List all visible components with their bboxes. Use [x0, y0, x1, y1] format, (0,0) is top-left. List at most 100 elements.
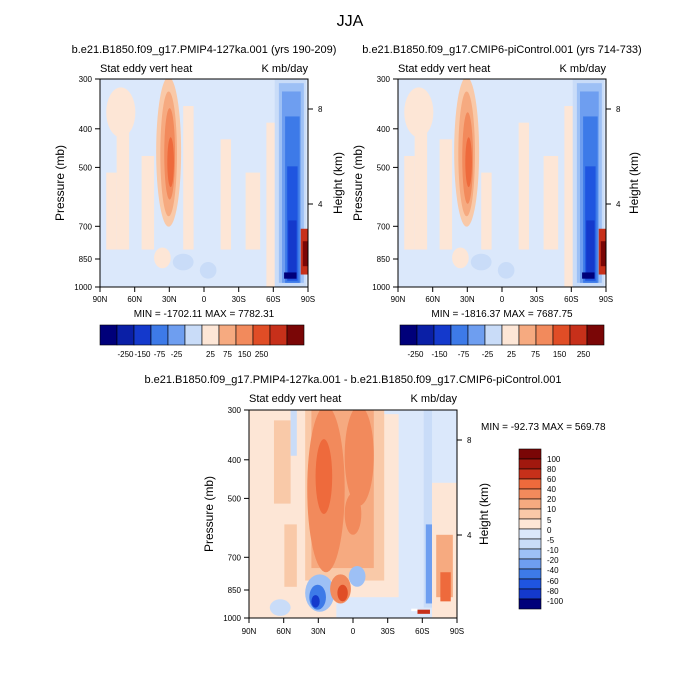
- colorbar-box: [518, 488, 542, 500]
- panel-1-xtick-label-90S: 90S: [301, 295, 315, 304]
- panel-2-y2label: Height (km): [627, 152, 641, 214]
- field-band-positive: [220, 139, 232, 287]
- panel-3: b.e21.B1850.f09_g17.PMIP4-127ka.001 - b.…: [144, 374, 605, 636]
- panel-1-xtick-30S: 30S: [232, 287, 246, 304]
- panel-1-ytick-label-500: 500: [79, 163, 93, 172]
- field-band-positive: [106, 172, 117, 287]
- field-contour-negative: [582, 272, 595, 279]
- panel-1-colorbar: [99, 324, 305, 346]
- panel-2-ytick-label-850: 850: [377, 255, 391, 264]
- panel-2-ytick-300: 300: [377, 75, 398, 84]
- colorbar-box: [518, 448, 542, 460]
- panel-2-xtick-label-0: 0: [500, 295, 505, 304]
- panel-2-title: b.e21.B1850.f09_g17.CMIP6-piControl.001 …: [362, 44, 641, 56]
- panel-1-ytick-300: 300: [79, 75, 100, 84]
- panel-3-y2tick-label-8: 8: [467, 436, 472, 445]
- panel-3-y2label: Height (km): [477, 483, 491, 545]
- panel-3-cb-label: -60: [547, 577, 559, 586]
- panel-1-ytick-850: 850: [79, 255, 100, 264]
- field-contour-positive: [315, 439, 333, 514]
- panel-3-y2tick-4: 4: [457, 531, 472, 540]
- field-band-positive: [518, 122, 530, 287]
- panel-1-ytick-label-700: 700: [79, 222, 93, 231]
- panel-1-cb-label: -75: [154, 350, 166, 359]
- colorbar-box: [218, 324, 237, 346]
- panel-2-ylabel: Pressure (mb): [351, 145, 365, 221]
- panel-2-right-label: K mb/day: [560, 63, 607, 75]
- colorbar-box: [133, 324, 152, 346]
- panel-3-xtick-label-60N: 60N: [276, 627, 291, 636]
- colorbar-box: [184, 324, 203, 346]
- panel-3-title: b.e21.B1850.f09_g17.PMIP4-127ka.001 - b.…: [144, 374, 561, 386]
- colorbar-box: [518, 508, 542, 520]
- panel-3-xtick-label-60S: 60S: [415, 627, 429, 636]
- colorbar-box: [116, 324, 135, 346]
- field-contour-negative: [269, 599, 291, 616]
- panel-3-xtick-60N: 60N: [276, 618, 291, 636]
- field-contour-positive: [452, 247, 469, 269]
- panel-2-xtick-label-60S: 60S: [564, 295, 578, 304]
- panel-3-xtick-30N: 30N: [311, 618, 326, 636]
- field-contour-positive: [337, 584, 348, 602]
- field-contour-negative: [284, 272, 297, 279]
- colorbar-box: [501, 324, 520, 346]
- panel-3-ytick-label-500: 500: [228, 494, 242, 503]
- panel-1-cb-label: -250: [117, 350, 134, 359]
- panel-3-cb-label: -10: [547, 546, 559, 555]
- panel-2-stats: MIN = -1816.37 MAX = 7687.75: [431, 309, 573, 320]
- panel-3-ytick-label-400: 400: [228, 456, 242, 465]
- colorbar-box: [518, 548, 542, 560]
- field-contour-positive: [344, 410, 374, 506]
- colorbar-box: [518, 518, 542, 530]
- panel-3-stats: MIN = -92.73 MAX = 569.78: [481, 422, 606, 433]
- panel-2-ytick-400: 400: [377, 125, 398, 134]
- panel-3-cb-label: 10: [547, 505, 556, 514]
- panel-1-y2tick-4: 4: [308, 200, 323, 209]
- panel-3-ytick-850: 850: [228, 586, 249, 595]
- colorbar-box: [467, 324, 486, 346]
- field-band-positive: [183, 106, 194, 287]
- colorbar-box: [518, 598, 542, 610]
- panel-2-xtick-30S: 30S: [530, 287, 544, 304]
- panel-3-xtick-90S: 90S: [450, 618, 464, 636]
- panel-1-xtick-60N: 60N: [127, 287, 142, 304]
- field-contour-positive: [167, 137, 174, 188]
- field-contour-negative: [288, 220, 297, 279]
- panel-2-cb-label: -75: [458, 350, 470, 359]
- colorbar-box: [518, 324, 537, 346]
- panel-1-y2tick-label-4: 4: [318, 200, 323, 209]
- panel-2-xtick-30N: 30N: [460, 287, 475, 304]
- field-missing: [411, 608, 418, 612]
- figure-title: JJA: [337, 13, 364, 30]
- colorbar-box: [518, 528, 542, 540]
- panel-3-ytick-label-700: 700: [228, 553, 242, 562]
- panel-2-xtick-60S: 60S: [564, 287, 578, 304]
- field-contour-positive: [404, 87, 434, 138]
- panel-3-cb-label: -20: [547, 556, 559, 565]
- panel-3-cb-label: 40: [547, 485, 556, 494]
- field-contour-negative: [172, 253, 194, 271]
- panel-3-xtick-0: 0: [351, 618, 356, 636]
- colorbar-box: [518, 458, 542, 470]
- panel-2-xtick-label-60N: 60N: [425, 295, 440, 304]
- panel-3-cb-label: 80: [547, 465, 556, 474]
- colorbar-box: [269, 324, 288, 346]
- colorbar-box: [586, 324, 605, 346]
- panel-1-xtick-label-60S: 60S: [266, 295, 280, 304]
- panel-3-ytick-500: 500: [228, 494, 249, 503]
- panel-1-ytick-label-300: 300: [79, 75, 93, 84]
- field-contour-negative: [348, 566, 366, 587]
- panel-2-cb-label: 75: [531, 350, 540, 359]
- panel-3-xtick-label-90N: 90N: [242, 627, 257, 636]
- panel-3-cb-label: 5: [547, 516, 552, 525]
- field-band-positive: [116, 122, 130, 287]
- panel-3-cb-label: -40: [547, 566, 559, 575]
- field-contour-negative: [497, 262, 515, 279]
- field-contour-positive: [154, 247, 171, 269]
- panel-2-xtick-90S: 90S: [599, 287, 613, 304]
- panel-2-xtick-label-90S: 90S: [599, 295, 613, 304]
- colorbar-box: [235, 324, 254, 346]
- panel-1-xtick-label-30N: 30N: [162, 295, 177, 304]
- panel-2-ytick-label-1000: 1000: [372, 283, 390, 292]
